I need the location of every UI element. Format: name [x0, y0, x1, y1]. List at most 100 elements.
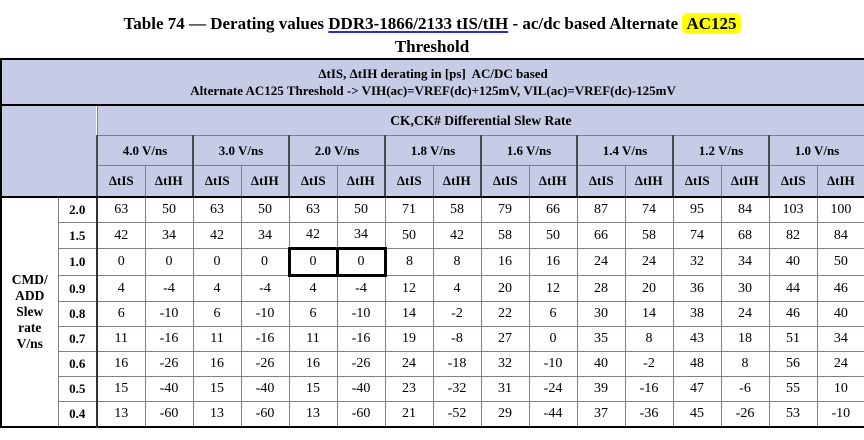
data-cell: -18: [432, 351, 482, 377]
row-label: 0.9: [57, 275, 98, 302]
table-row: 0.8 6 -10 6 -10 6 -10 14 -2 22 6 30 14 38 24 46 40: [1, 301, 864, 327]
data-cell: 87: [576, 196, 626, 223]
data-cell: -4: [240, 275, 290, 302]
row-label: 0.7: [57, 326, 98, 352]
derating-table: ΔtIS, ΔtIH derating in [ps] AC/DC based …: [0, 58, 864, 428]
subheader-cell: ΔtIH: [528, 165, 578, 198]
data-cell: 82: [768, 222, 818, 249]
subheader-cell: ΔtIS: [96, 165, 146, 198]
slew-rate-header: 1.2 V/ns: [672, 135, 770, 166]
data-cell: 8: [720, 351, 770, 377]
data-cell: 58: [480, 222, 530, 249]
banner-row: ΔtIS, ΔtIH derating in [ps] AC/DC based …: [0, 58, 864, 106]
data-cell: 66: [576, 222, 626, 249]
data-cell: -60: [336, 401, 386, 428]
row-group-label-line: rate: [18, 320, 42, 335]
row-group-label-line: ADD: [15, 288, 45, 303]
data-cell: 31: [480, 376, 530, 402]
data-cell: -60: [144, 401, 194, 428]
data-cell: 50: [240, 196, 290, 223]
data-cell: -2: [432, 301, 482, 327]
data-cell: 30: [576, 301, 626, 327]
data-cell: 37: [576, 401, 626, 428]
slew-rate-header: 1.4 V/ns: [576, 135, 674, 166]
data-cell: 21: [384, 401, 434, 428]
table-row: 0.9 4 -4 4 -4 4 -4 12 4 20 12 28 20 36 30 44 46: [1, 275, 864, 302]
table-body: CMD/ADD Slew rate V/ns 2.0 63 50 63 50 63 50 71 58 79…: [0, 196, 864, 428]
data-cell: 32: [672, 248, 722, 276]
data-cell: -16: [624, 376, 674, 402]
subheader-cell: ΔtIS: [768, 165, 818, 198]
data-cell: 11: [288, 326, 338, 352]
subheader-cell: ΔtIH: [720, 165, 770, 198]
data-cell: 13: [192, 401, 242, 428]
data-cell: 58: [624, 222, 674, 249]
data-cell: 28: [576, 275, 626, 302]
data-cell: -32: [432, 376, 482, 402]
slew-rate-header: 2.0 V/ns: [288, 135, 386, 166]
data-cell: 63: [96, 196, 146, 223]
data-cell: 71: [384, 196, 434, 223]
data-cell: -10: [240, 301, 290, 327]
data-cell: 43: [672, 326, 722, 352]
slew-rate-header: 3.0 V/ns: [192, 135, 290, 166]
banner-line-2: Alternate AC125 Threshold -> VIH(ac)=VRE…: [190, 83, 676, 98]
table-row: 1.5 42 34 42 34 42 34 50 42 58 50 66 58 74 68 82 84: [1, 222, 864, 249]
data-cell: 34: [240, 222, 290, 249]
data-cell: 55: [768, 376, 818, 402]
subheader-cell: ΔtIH: [432, 165, 482, 198]
data-cell: 50: [528, 222, 578, 249]
subheader-cell: ΔtIS: [576, 165, 626, 198]
title-prefix: Table 74 — Derating values: [123, 14, 329, 33]
row-label: 2.0: [57, 196, 98, 223]
data-cell: -40: [144, 376, 194, 402]
title-highlight: AC125: [682, 13, 741, 34]
data-cell: 35: [576, 326, 626, 352]
subheader-cell: ΔtIS: [384, 165, 434, 198]
data-cell: 12: [384, 275, 434, 302]
data-cell: 40: [576, 351, 626, 377]
data-cell: 6: [288, 301, 338, 327]
data-cell: 103: [768, 196, 818, 223]
slew-rate-header: 4.0 V/ns: [96, 135, 194, 166]
data-cell: 46: [816, 275, 864, 302]
data-cell: 51: [768, 326, 818, 352]
banner-cell: ΔtIS, ΔtIH derating in [ps] AC/DC based …: [0, 58, 864, 106]
data-cell: 84: [720, 196, 770, 223]
data-cell: 13: [96, 401, 146, 428]
data-cell: 15: [96, 376, 146, 402]
data-cell: -6: [720, 376, 770, 402]
data-cell: 42: [192, 222, 242, 249]
data-cell: -16: [240, 326, 290, 352]
data-cell: 8: [384, 248, 434, 276]
data-cell: 34: [720, 248, 770, 276]
subheader-cell: ΔtIH: [816, 165, 864, 198]
row-label: 1.5: [57, 222, 98, 249]
corner-cell: [0, 104, 98, 198]
data-cell: 95: [672, 196, 722, 223]
data-cell: 30: [720, 275, 770, 302]
data-cell: 6: [96, 301, 146, 327]
subheader-cell: ΔtIS: [288, 165, 338, 198]
subheader-cell: ΔtIH: [336, 165, 386, 198]
row-label: 1.0: [57, 248, 98, 276]
table-row: 0.5 15 -40 15 -40 15 -40 23 -32 31 -24 39 -16 47 -6 55 1…: [1, 376, 864, 402]
data-cell: 34: [144, 222, 194, 249]
data-cell: 16: [480, 248, 530, 276]
subheader-row: ΔtIS ΔtIH ΔtIS ΔtIH ΔtIS ΔtIH ΔtIS ΔtIH ΔtIS ΔtIH…: [1, 165, 864, 198]
data-cell: 32: [480, 351, 530, 377]
subheader-cell: ΔtIS: [672, 165, 722, 198]
data-cell: 79: [480, 196, 530, 223]
data-cell: 74: [624, 196, 674, 223]
data-cell: -44: [528, 401, 578, 428]
subheader-cell: ΔtIH: [624, 165, 674, 198]
data-cell: 27: [480, 326, 530, 352]
data-cell: 16: [96, 351, 146, 377]
title-link[interactable]: DDR3-1866/2133 tIS/tIH: [328, 14, 509, 33]
data-cell: -26: [240, 351, 290, 377]
row-label: 0.8: [57, 301, 98, 327]
data-cell: -52: [432, 401, 482, 428]
data-cell: 15: [288, 376, 338, 402]
slew-rate-header: 1.8 V/ns: [384, 135, 482, 166]
data-cell: -26: [336, 351, 386, 377]
